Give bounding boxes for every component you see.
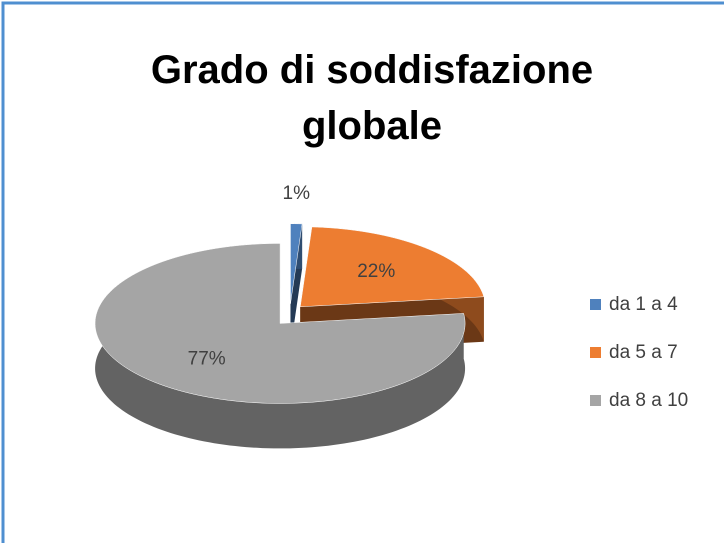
slice xyxy=(94,243,466,404)
data-label: 1% xyxy=(283,183,311,204)
legend-swatch xyxy=(590,347,601,358)
legend-label: da 8 a 10 xyxy=(609,390,688,411)
slice xyxy=(290,223,303,304)
data-label: 22% xyxy=(357,261,395,282)
legend-swatch xyxy=(590,395,601,406)
legend-label: da 1 a 4 xyxy=(609,294,678,315)
legend-swatch xyxy=(590,299,601,310)
slice xyxy=(299,226,485,308)
legend-label: da 5 a 7 xyxy=(609,342,678,363)
legend: da 1 a 4 da 5 a 7 da 8 a 10 xyxy=(590,294,688,411)
data-label: 77% xyxy=(188,348,226,369)
pie: 1% 22% 77% xyxy=(94,183,485,449)
chart-title: Grado di soddisfazione globale xyxy=(150,48,594,148)
